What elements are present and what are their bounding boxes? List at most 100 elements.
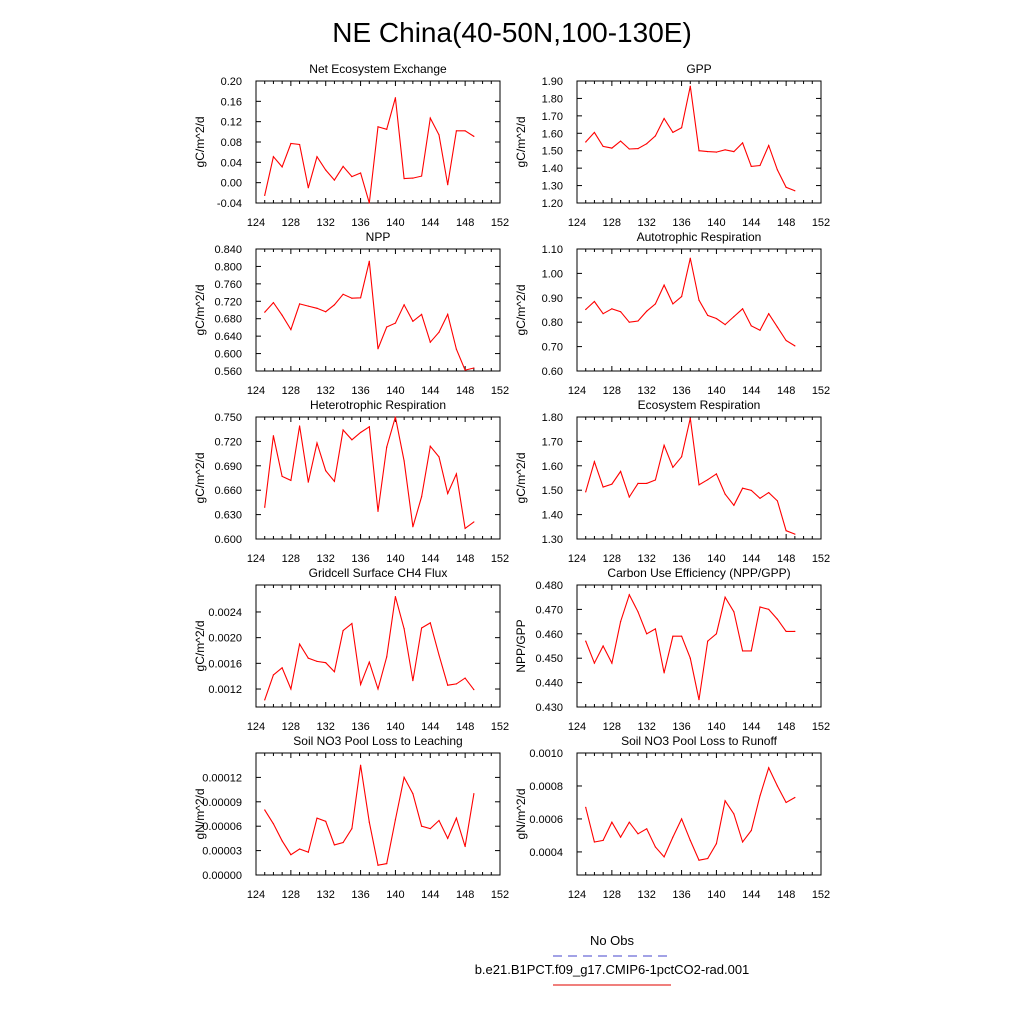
x-tick-label: 132 <box>638 721 656 733</box>
data-point <box>264 311 266 313</box>
legend-label-no-obs: No Obs <box>590 933 635 948</box>
panel-title: Autotrophic Respiration <box>637 230 762 244</box>
data-point <box>785 630 787 632</box>
data-point <box>741 650 744 652</box>
data-point <box>333 304 336 306</box>
data-point <box>290 142 292 145</box>
plot-frame <box>255 248 501 372</box>
y-tick-label: 0.0004 <box>529 847 563 859</box>
panel-title: Heterotrophic Respiration <box>310 398 446 412</box>
data-point <box>394 97 397 99</box>
data-point <box>377 688 379 690</box>
data-point <box>585 806 587 809</box>
y-tick-label: 0.630 <box>214 510 242 522</box>
y-tick-label: 0.660 <box>214 485 242 497</box>
panel-ecosystem-respiration: Ecosystem Respiration gC/m^2/d 124 128 132 13… <box>514 398 830 565</box>
data-point <box>724 596 726 598</box>
data-point <box>602 145 604 147</box>
panels: Net Ecosystem Exchange gC/m^2/d 124 128 132 1… <box>193 62 830 901</box>
data-point <box>473 367 475 369</box>
data-point <box>768 608 770 611</box>
data-point <box>264 506 266 508</box>
data-point <box>759 606 761 608</box>
data-point <box>290 854 292 856</box>
x-tick-label: 124 <box>568 889 586 901</box>
y-tick-label: 1.80 <box>542 93 563 105</box>
data-point <box>785 186 787 188</box>
data-point <box>333 480 336 482</box>
x-tick-label: 152 <box>491 889 509 901</box>
x-tick-label: 140 <box>386 385 404 397</box>
data-point <box>672 836 674 838</box>
x-tick-label: 140 <box>386 553 404 565</box>
data-point <box>733 611 735 613</box>
data-point <box>368 202 370 204</box>
data-point <box>654 628 657 630</box>
data-point <box>429 341 431 343</box>
y-tick-label: 0.840 <box>214 244 242 256</box>
data-point <box>386 128 388 130</box>
x-tick-label: 132 <box>638 385 656 397</box>
y-axis-label: gC/m^2/d <box>514 285 528 336</box>
data-point <box>420 825 423 827</box>
data-point <box>750 829 752 832</box>
x-tick-label: 132 <box>317 385 335 397</box>
x-tick-label: 152 <box>491 721 509 733</box>
data-point <box>447 684 449 686</box>
plot-frame <box>255 80 501 204</box>
data-point <box>368 426 370 428</box>
data-point <box>768 767 770 769</box>
x-tick-label: 140 <box>707 889 725 901</box>
data-point <box>307 851 309 853</box>
data-point <box>619 311 622 313</box>
x-tick-label: 152 <box>491 217 509 229</box>
x-tick-label: 132 <box>317 889 335 901</box>
data-point <box>715 843 718 845</box>
y-axis-label: gC/m^2/d <box>193 117 207 168</box>
x-tick-label: 132 <box>317 553 335 565</box>
data-point <box>776 618 779 620</box>
y-tick-label: 0.70 <box>542 342 563 354</box>
data-point <box>776 500 779 502</box>
data-point <box>394 416 397 418</box>
data-point <box>750 650 752 652</box>
x-tick-label: 132 <box>638 889 656 901</box>
data-point <box>794 190 796 192</box>
y-tick-label: -0.04 <box>217 198 242 210</box>
y-tick-label: 1.00 <box>542 268 563 280</box>
y-tick-label: 0.750 <box>214 412 242 424</box>
y-tick-label: 0.450 <box>535 653 563 665</box>
figure-title: NE China(40-50N,100-130E) <box>332 17 692 48</box>
data-point <box>794 796 796 799</box>
y-tick-label: 1.30 <box>542 181 563 193</box>
data-point <box>646 828 648 830</box>
data-point <box>593 300 596 303</box>
y-tick-label: 0.00003 <box>202 846 242 858</box>
x-tick-label: 124 <box>247 889 265 901</box>
data-point <box>298 643 301 645</box>
panel-heterotrophic-respiration: Heterotrophic Respiration gC/m^2/d 124 128 1… <box>193 398 509 565</box>
data-point <box>281 314 283 316</box>
data-point <box>741 308 744 310</box>
data-point <box>680 127 683 129</box>
data-point <box>741 142 744 144</box>
x-tick-label: 152 <box>812 889 830 901</box>
panel-carbon-use-efficiency-npp-gpp: Carbon Use Efficiency (NPP/GPP) NPP/GPP 12… <box>514 566 830 733</box>
panel-gridcell-surface-ch4-flux: Gridcell Surface CH4 Flux gC/m^2/d 124 128 1… <box>193 566 509 733</box>
data-point <box>715 473 718 475</box>
data-point <box>342 165 344 167</box>
data-point <box>776 169 779 171</box>
data-point <box>281 840 283 842</box>
data-point <box>455 130 458 132</box>
data-point <box>394 322 397 324</box>
data-point <box>403 628 405 630</box>
data-point <box>455 817 458 819</box>
data-point <box>420 496 423 498</box>
x-tick-label: 144 <box>421 721 439 733</box>
data-point <box>585 308 587 311</box>
data-point <box>602 645 604 647</box>
data-point <box>733 150 735 153</box>
data-point <box>333 844 336 846</box>
y-tick-label: 1.20 <box>542 198 563 210</box>
x-tick-label: 128 <box>603 553 621 565</box>
